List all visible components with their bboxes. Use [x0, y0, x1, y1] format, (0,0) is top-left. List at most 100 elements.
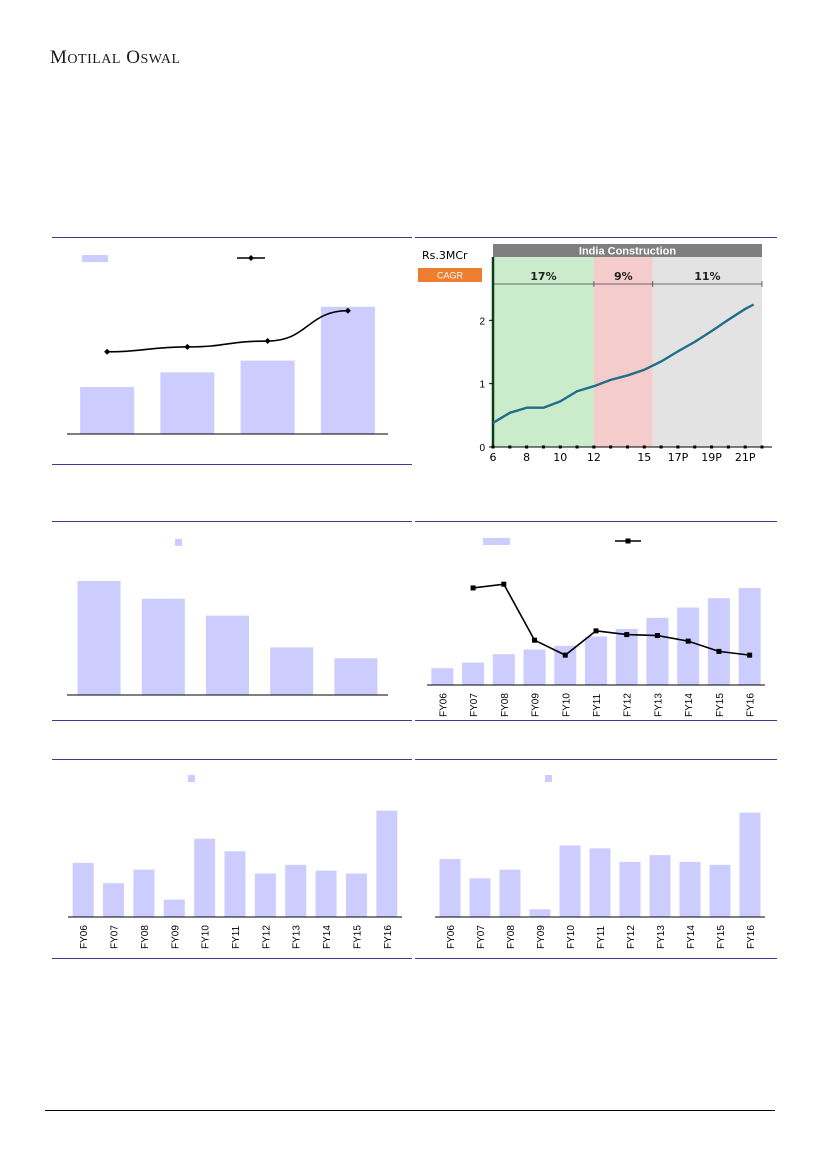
bar-line-chart: FY06 FY07 FY08 FY09 FY10 FY11 FY12 FY13 FY14 FY15…: [427, 538, 765, 717]
panel-rule: [52, 720, 412, 721]
x-tick: [760, 445, 764, 449]
chart-bar: [649, 855, 671, 917]
chart-bar: [439, 859, 461, 917]
chart-bar: [739, 812, 761, 917]
chart-bar: [554, 645, 577, 685]
cagr-region: [493, 257, 594, 447]
chart-bar: [707, 598, 730, 685]
bar-line-chart: [67, 255, 388, 435]
chart-title: India Construction: [579, 246, 676, 258]
chart-bar: [315, 870, 337, 917]
y-tick-label: 1: [479, 380, 485, 391]
x-tick-label: FY06: [438, 693, 449, 717]
x-tick-label: FY16: [746, 693, 757, 717]
chart-bar: [334, 658, 378, 695]
x-tick: [558, 445, 562, 449]
x-tick: [525, 445, 529, 449]
x-tick: [626, 445, 629, 449]
chart-bar: [529, 909, 551, 917]
y-tick-label: 2: [479, 316, 485, 327]
cagr-label: CAGR: [437, 271, 464, 281]
legend-swatch: [175, 539, 182, 546]
x-tick-label: FY09: [536, 925, 547, 949]
x-tick-label: 8: [523, 451, 530, 464]
x-tick-label: 6: [490, 451, 497, 464]
chart-panel-6: FY06 FY07 FY08 FY09 FY10 FY11 FY12 FY13 FY14 FY15…: [415, 759, 777, 959]
x-tick-label: FY09: [170, 925, 181, 949]
x-tick-label: 19P: [701, 451, 722, 464]
chart-panel-4: FY06 FY07 FY08 FY09 FY10 FY11 FY12 FY13 FY14 FY15…: [415, 521, 777, 721]
chart-bar: [80, 387, 135, 434]
line-marker: [624, 632, 630, 638]
x-tick-label: FY14: [684, 693, 695, 717]
x-tick-label: FY10: [561, 693, 572, 717]
chart-bar: [206, 615, 249, 695]
chart-bar: [103, 883, 125, 917]
x-tick-label: FY14: [686, 925, 697, 949]
legend-swatch: [483, 538, 510, 545]
chart-bar: [738, 587, 761, 685]
x-tick-label: FY08: [500, 693, 511, 717]
chart-bar: [133, 869, 155, 917]
x-tick-label: FY13: [656, 925, 667, 949]
line-marker: [344, 307, 351, 314]
cagr-value: 9%: [614, 270, 633, 283]
x-tick-label: FY11: [596, 925, 607, 949]
brand-letter: M: [50, 47, 68, 68]
brand-word: SWAL: [140, 52, 181, 67]
line-marker: [104, 348, 111, 355]
x-tick-label: FY12: [626, 925, 637, 949]
bar-chart: [67, 539, 388, 696]
chart-bar: [285, 864, 307, 917]
line-marker: [184, 343, 191, 350]
chart-bar: [585, 636, 607, 685]
line-marker: [747, 652, 753, 658]
line-marker: [470, 585, 476, 591]
x-tick-label: FY12: [261, 925, 272, 949]
x-tick-label: FY11: [231, 925, 242, 949]
legend-marker: [248, 255, 254, 261]
panel-rule: [415, 720, 777, 721]
chart-title-bar: [493, 244, 762, 257]
x-tick-label: FY10: [566, 925, 577, 949]
x-tick: [710, 445, 714, 449]
chart-bar: [469, 878, 491, 917]
line-marker: [716, 648, 722, 654]
chart-bar: [77, 580, 121, 695]
x-tick-label: 12: [587, 451, 601, 464]
x-tick: [592, 445, 596, 449]
x-tick: [743, 445, 747, 449]
x-tick: [726, 445, 730, 449]
brand-letter: O: [126, 47, 141, 68]
chart-bar: [462, 662, 485, 685]
chart-bar: [254, 873, 276, 917]
chart-bar: [619, 861, 641, 917]
chart-bar: [376, 810, 398, 917]
chart-bar: [270, 647, 314, 695]
cagr-label-box: [418, 268, 482, 282]
panel-rule: [52, 464, 412, 465]
x-tick-label: FY07: [476, 925, 487, 949]
chart-bar: [240, 360, 295, 434]
line-marker: [501, 581, 507, 587]
x-tick-label: FY10: [201, 925, 212, 949]
x-tick: [676, 445, 680, 449]
series-line: [107, 309, 348, 353]
brand-logo: MOTILAL OSWAL: [50, 47, 181, 69]
x-tick-label: FY06: [79, 925, 90, 949]
line-marker: [685, 638, 691, 644]
chart-bar: [194, 838, 216, 917]
chart-panel-2: India Construction Rs.3MCr CAGR 17% 9% 11% 0 1 2…: [415, 237, 777, 465]
x-tick-label: FY08: [140, 925, 151, 949]
chart-panel-5: FY06 FY07 FY08 FY09 FY10 FY11 FY12 FY13 FY14 FY15…: [52, 759, 412, 959]
x-tick: [609, 445, 613, 449]
chart-bar: [646, 617, 669, 685]
chart-bar: [72, 862, 94, 917]
chart-bar: [679, 861, 701, 917]
panel-rule: [52, 958, 412, 959]
chart-bar: [589, 848, 611, 917]
legend-swatch: [545, 775, 552, 782]
x-tick-label: FY12: [623, 693, 634, 717]
chart-bar: [709, 864, 731, 917]
x-tick-label: 17P: [668, 451, 689, 464]
